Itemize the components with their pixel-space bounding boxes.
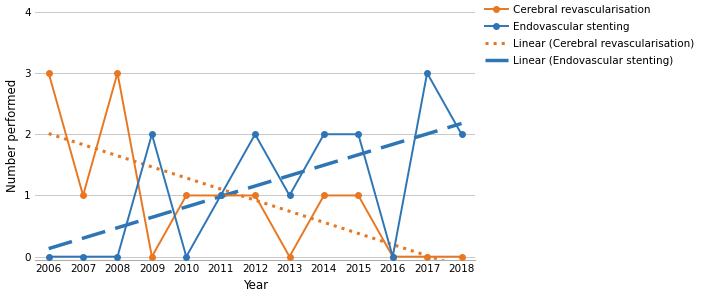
Y-axis label: Number performed: Number performed: [6, 79, 18, 193]
X-axis label: Year: Year: [243, 280, 268, 292]
Legend: Cerebral revascularisation, Endovascular stenting, Linear (Cerebral revascularis: Cerebral revascularisation, Endovascular…: [485, 5, 695, 66]
